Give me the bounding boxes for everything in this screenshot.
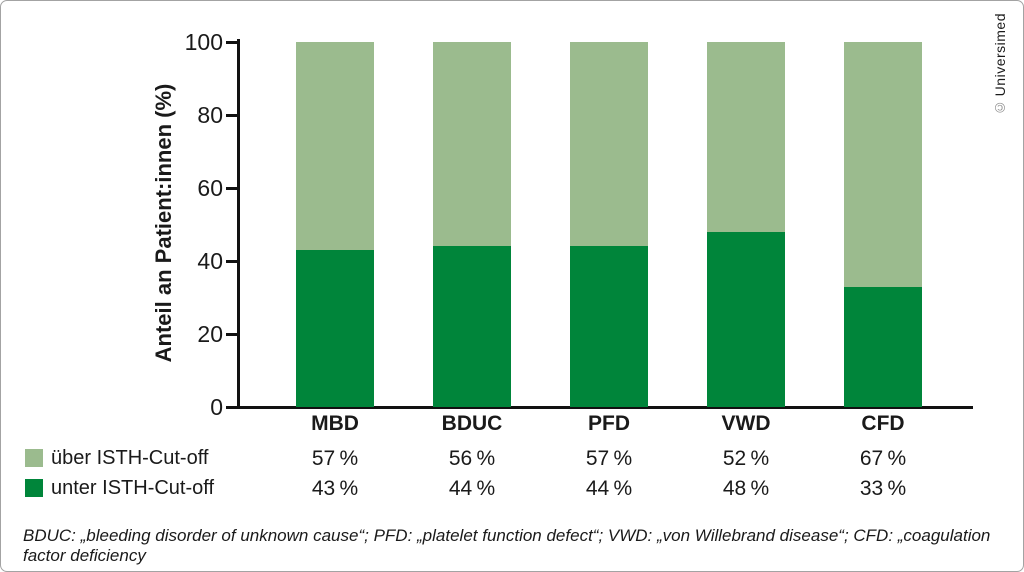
- legend-item-under: unter ISTH-Cut-off: [25, 476, 215, 499]
- value-over: 57 %: [311, 447, 359, 470]
- y-tick: [226, 260, 237, 263]
- category-label: PFD: [588, 412, 630, 435]
- x-axis-line: [237, 406, 973, 409]
- copyright-icon: ©: [992, 99, 1008, 117]
- y-tick: [226, 187, 237, 190]
- bar-segment-under: [570, 246, 648, 407]
- category-label: CFD: [861, 412, 905, 435]
- category-label: MBD: [311, 412, 359, 435]
- legend-swatch-over-icon: [25, 449, 43, 467]
- y-tick-label: 0: [210, 394, 223, 420]
- bar-segment-under: [844, 286, 922, 407]
- y-tick: [226, 41, 237, 44]
- y-tick-label: 80: [197, 102, 223, 128]
- y-tick-label: 100: [184, 29, 223, 55]
- y-tick-label: 20: [197, 321, 223, 347]
- bar-segment-under: [433, 246, 511, 407]
- copyright-text: Universimed: [992, 13, 1008, 97]
- value-under: 43 %: [311, 477, 359, 500]
- bar-segment-under: [707, 231, 785, 407]
- y-tick: [226, 114, 237, 117]
- bar: [570, 42, 648, 407]
- legend-label-over: über ISTH-Cut-off: [51, 446, 209, 469]
- bar-segment-over: [707, 42, 785, 232]
- bar: [433, 42, 511, 407]
- category-label: BDUC: [441, 412, 503, 435]
- y-tick: [226, 406, 237, 409]
- value-over: 67 %: [859, 447, 907, 470]
- y-tick: [226, 333, 237, 336]
- y-tick-label: 40: [197, 248, 223, 274]
- category-label: VWD: [721, 412, 771, 435]
- legend-item-over: über ISTH-Cut-off: [25, 446, 209, 469]
- copyright-note: © Universimed: [992, 13, 1008, 116]
- y-tick-label: 60: [197, 175, 223, 201]
- y-axis-line: [237, 39, 240, 409]
- value-over: 56 %: [448, 447, 496, 470]
- legend-label-under: unter ISTH-Cut-off: [51, 476, 215, 499]
- value-under: 48 %: [722, 477, 770, 500]
- bar-segment-under: [296, 250, 374, 407]
- bar-segment-over: [844, 42, 922, 287]
- bar: [707, 42, 785, 407]
- value-under: 44 %: [585, 477, 633, 500]
- value-under: 33 %: [859, 477, 907, 500]
- value-over: 52 %: [722, 447, 770, 470]
- footnote: BDUC: „bleeding disorder of unknown caus…: [23, 526, 991, 565]
- value-under: 44 %: [448, 477, 496, 500]
- legend-swatch-under-icon: [25, 479, 43, 497]
- bar-segment-over: [433, 42, 511, 247]
- bar: [296, 42, 374, 407]
- bar-segment-over: [570, 42, 648, 247]
- value-over: 57 %: [585, 447, 633, 470]
- bar: [844, 42, 922, 407]
- bar-segment-over: [296, 42, 374, 251]
